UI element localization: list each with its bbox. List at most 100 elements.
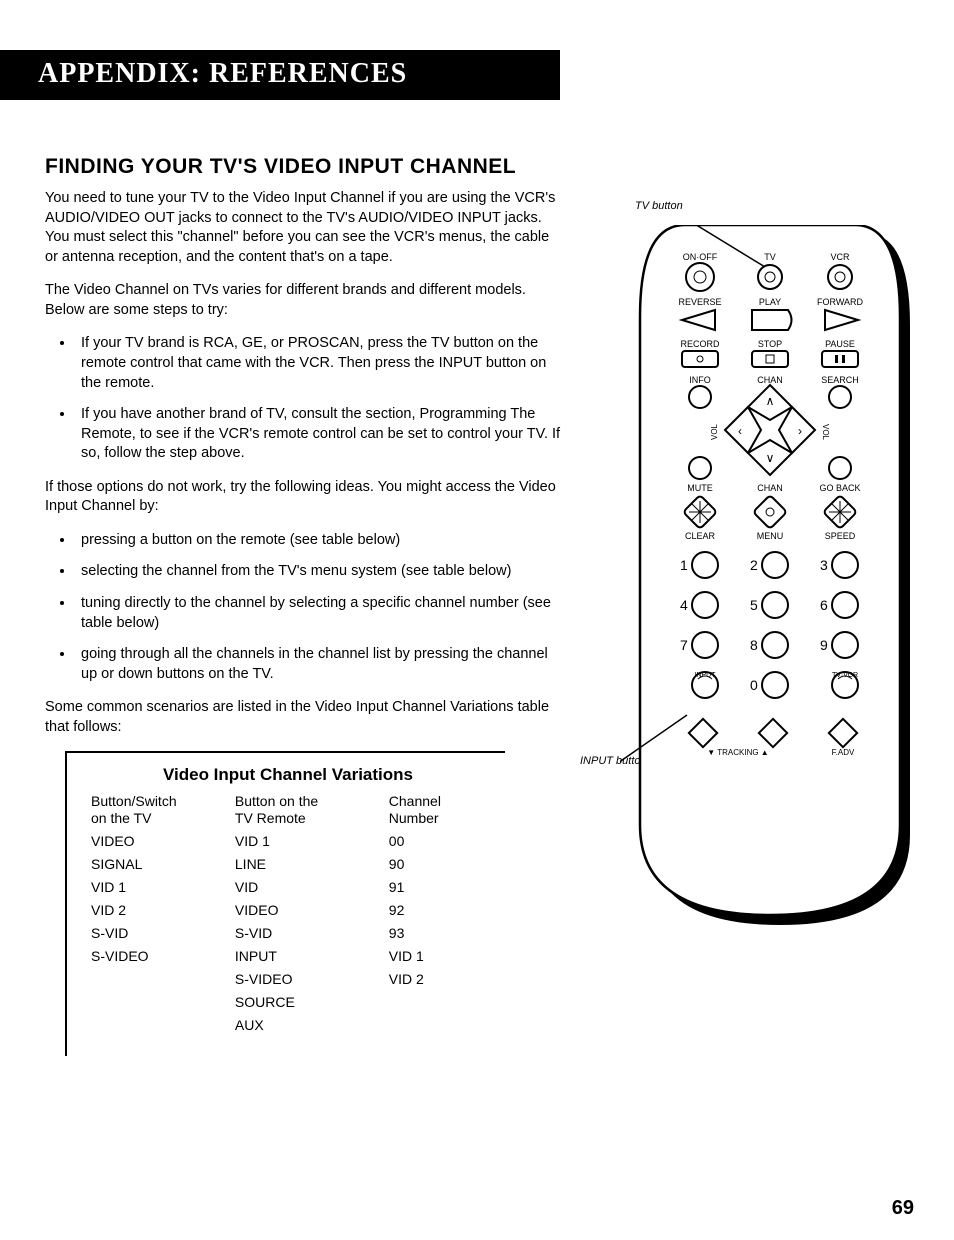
bullet-list: If your TV brand is RCA, GE, or PROSCAN,…: [45, 334, 565, 463]
goback-label: GO BACK: [819, 483, 860, 493]
tracking-label: ▼ TRACKING ▲: [707, 748, 768, 757]
stop-button[interactable]: [752, 351, 788, 367]
table-cell: 93: [389, 925, 469, 941]
tv-button[interactable]: [758, 265, 782, 289]
remote-illustration: TV button INPUT button ON·OFF TV VCR: [580, 200, 940, 940]
table-cell: S-VIDEO: [235, 971, 385, 987]
goback-button[interactable]: [829, 457, 851, 479]
variations-table: Video Input Channel Variations Button/Sw…: [65, 751, 505, 1056]
list-item: pressing a button on the remote (see tab…: [75, 531, 565, 551]
info-label: INFO: [689, 375, 711, 385]
section-title: FINDING YOUR TV'S VIDEO INPUT CHANNEL: [45, 155, 565, 179]
table-cell: VID 1: [235, 833, 385, 849]
num-1-button[interactable]: [692, 552, 718, 578]
table-cell: 90: [389, 856, 469, 872]
mute-label: MUTE: [687, 483, 713, 493]
pause-button[interactable]: [822, 351, 858, 367]
svg-text:5: 5: [750, 597, 758, 613]
num-2-button[interactable]: [762, 552, 788, 578]
chan-dn-label: CHAN: [757, 483, 783, 493]
list-item: going through all the channels in the ch…: [75, 645, 565, 684]
table-cell: SOURCE: [235, 994, 385, 1010]
table-cell: VID 1: [389, 948, 469, 964]
svg-text:∧: ∧: [766, 394, 775, 408]
info-button[interactable]: [689, 386, 711, 408]
table-cell: VID 1: [91, 879, 231, 895]
svg-text:2: 2: [750, 557, 758, 573]
table-cell: S-VID: [235, 925, 385, 941]
stop-label: STOP: [758, 339, 782, 349]
svg-text:6: 6: [820, 597, 828, 613]
page-number: 69: [892, 1197, 914, 1220]
record-button[interactable]: [682, 351, 718, 367]
col-header: Button on theTV Remote: [235, 793, 385, 827]
table-cell: VID 2: [91, 902, 231, 918]
svg-text:1: 1: [680, 557, 688, 573]
main-content: FINDING YOUR TV'S VIDEO INPUT CHANNEL Yo…: [45, 155, 565, 1056]
play-label: PLAY: [759, 297, 781, 307]
table-cell: S-VIDEO: [91, 948, 231, 964]
svg-text:TV·VCR: TV·VCR: [832, 672, 858, 679]
list-item: selecting the channel from the TV's menu…: [75, 562, 565, 582]
svg-text:3: 3: [820, 557, 828, 573]
forward-label: FORWARD: [817, 297, 863, 307]
fadv-label: F.ADV: [832, 748, 855, 757]
vcr-button[interactable]: [828, 265, 852, 289]
svg-text:›: ›: [798, 424, 802, 438]
svg-text:8: 8: [750, 637, 758, 653]
mute-button[interactable]: [689, 457, 711, 479]
svg-text:‹: ‹: [738, 424, 742, 438]
search-button[interactable]: [829, 386, 851, 408]
num-8-button[interactable]: [762, 632, 788, 658]
num-3-button[interactable]: [832, 552, 858, 578]
table-cell: VID: [235, 879, 385, 895]
chan-up-label: CHAN: [757, 375, 783, 385]
svg-text:0: 0: [750, 677, 758, 693]
svg-text:4: 4: [680, 597, 688, 613]
paragraph: The Video Channel on TVs varies for diff…: [45, 281, 565, 320]
num-0-button[interactable]: [762, 672, 788, 698]
col-header: Button/Switchon the TV: [91, 793, 231, 827]
tv-button-callout-label: TV button: [635, 200, 683, 212]
page: APPENDIX: REFERENCES FINDING YOUR TV'S V…: [0, 0, 954, 1240]
num-5-button[interactable]: [762, 592, 788, 618]
remote-svg: ON·OFF TV VCR REVERSE PLAY FORWARD RECOR…: [620, 225, 920, 935]
onoff-label: ON·OFF: [683, 252, 718, 262]
num-7-button[interactable]: [692, 632, 718, 658]
appendix-header: APPENDIX: REFERENCES: [0, 50, 560, 100]
onoff-button[interactable]: [686, 263, 714, 291]
paragraph: If those options do not work, try the fo…: [45, 478, 565, 517]
list-item: If you have another brand of TV, consult…: [75, 405, 565, 464]
num-4-button[interactable]: [692, 592, 718, 618]
table-cell: SIGNAL: [91, 856, 231, 872]
svg-text:INPUT: INPUT: [695, 672, 717, 679]
paragraph: Some common scenarios are listed in the …: [45, 698, 565, 737]
paragraph: You need to tune your TV to the Video In…: [45, 189, 565, 267]
table-cell: 91: [389, 879, 469, 895]
table-cell: S-VID: [91, 925, 231, 941]
table-cell: VIDEO: [91, 833, 231, 849]
svg-text:VOL: VOL: [821, 424, 830, 441]
vcr-label: VCR: [830, 252, 850, 262]
table-cell: 92: [389, 902, 469, 918]
table-cell: INPUT: [235, 948, 385, 964]
table-cell: LINE: [235, 856, 385, 872]
table-cell: VIDEO: [235, 902, 385, 918]
table-title: Video Input Channel Variations: [91, 765, 485, 785]
pause-label: PAUSE: [825, 339, 855, 349]
list-item: tuning directly to the channel by select…: [75, 594, 565, 633]
tv-label: TV: [764, 252, 776, 262]
svg-text:7: 7: [680, 637, 688, 653]
speed-label: SPEED: [825, 531, 856, 541]
num-6-button[interactable]: [832, 592, 858, 618]
table-cell: 00: [389, 833, 469, 849]
play-button[interactable]: [752, 310, 792, 330]
bullet-list: pressing a button on the remote (see tab…: [45, 531, 565, 684]
table-cell: AUX: [235, 1017, 385, 1033]
search-label: SEARCH: [821, 375, 859, 385]
menu-label: MENU: [757, 531, 784, 541]
svg-text:VOL: VOL: [710, 423, 719, 440]
list-item: If your TV brand is RCA, GE, or PROSCAN,…: [75, 334, 565, 393]
svg-text:∨: ∨: [766, 451, 775, 465]
num-9-button[interactable]: [832, 632, 858, 658]
